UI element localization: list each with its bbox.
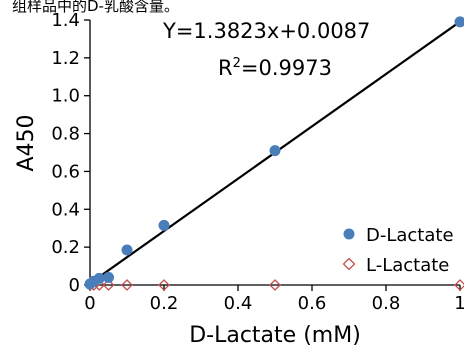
x-tick-label: 1	[454, 293, 464, 314]
x-tick-label: 0.4	[224, 293, 253, 314]
d-lactate-point	[93, 272, 105, 284]
legend-marker-l-lactate	[342, 257, 356, 271]
x-tick-label: 0.8	[372, 293, 401, 314]
data-marks	[84, 16, 464, 291]
d-lactate-point	[454, 16, 464, 28]
y-tick-label: 1.2	[51, 48, 80, 69]
axes: 0 0.2 0.4 0.6 0.8 1.0 1.2 1.4 0 0.2 0.4 0.6 0.8 1	[51, 10, 464, 314]
r-squared-label: R2=0.9973	[218, 56, 332, 80]
d-lactate-point	[121, 244, 133, 256]
y-tick-label: 0.4	[51, 199, 80, 220]
x-tick-label: 0.6	[298, 293, 327, 314]
r-squared-prefix: R	[218, 56, 233, 80]
legend-label-l-lactate: L-Lactate	[366, 255, 449, 276]
legend-marker-d-lactate	[343, 228, 355, 240]
x-tick-label: 0.2	[150, 293, 179, 314]
d-lactate-point	[103, 271, 114, 283]
y-tick-label: 0.2	[51, 237, 80, 258]
legend-label-d-lactate: D-Lactate	[366, 225, 454, 246]
y-tick-label: 1.4	[51, 10, 80, 31]
l-lactate-point	[158, 279, 170, 291]
trendline-equation: Y=1.3823x+0.0087	[162, 19, 370, 43]
d-lactate-point	[158, 219, 170, 231]
y-tick-label: 0.6	[51, 161, 80, 182]
y-tick-label: 0	[69, 275, 80, 296]
r-squared-superscript: 2	[233, 56, 241, 71]
l-lactate-point	[269, 279, 281, 291]
d-lactate-point	[269, 145, 281, 157]
r-squared-value: =0.9973	[241, 56, 332, 80]
x-tick-label: 0	[84, 293, 95, 314]
legend: D-Lactate L-Lactate	[342, 225, 454, 276]
y-tick-label: 1.0	[51, 86, 80, 107]
l-lactate-point	[102, 279, 115, 291]
y-axis-title: A450	[14, 114, 39, 171]
l-lactate-point	[454, 279, 464, 291]
l-lactate-point	[121, 279, 133, 291]
y-tick-label: 0.8	[51, 124, 80, 145]
x-axis-title: D-Lactate (mM)	[189, 323, 361, 348]
top-caption-text: 组样品中的D-乳酸含量。	[12, 0, 179, 15]
